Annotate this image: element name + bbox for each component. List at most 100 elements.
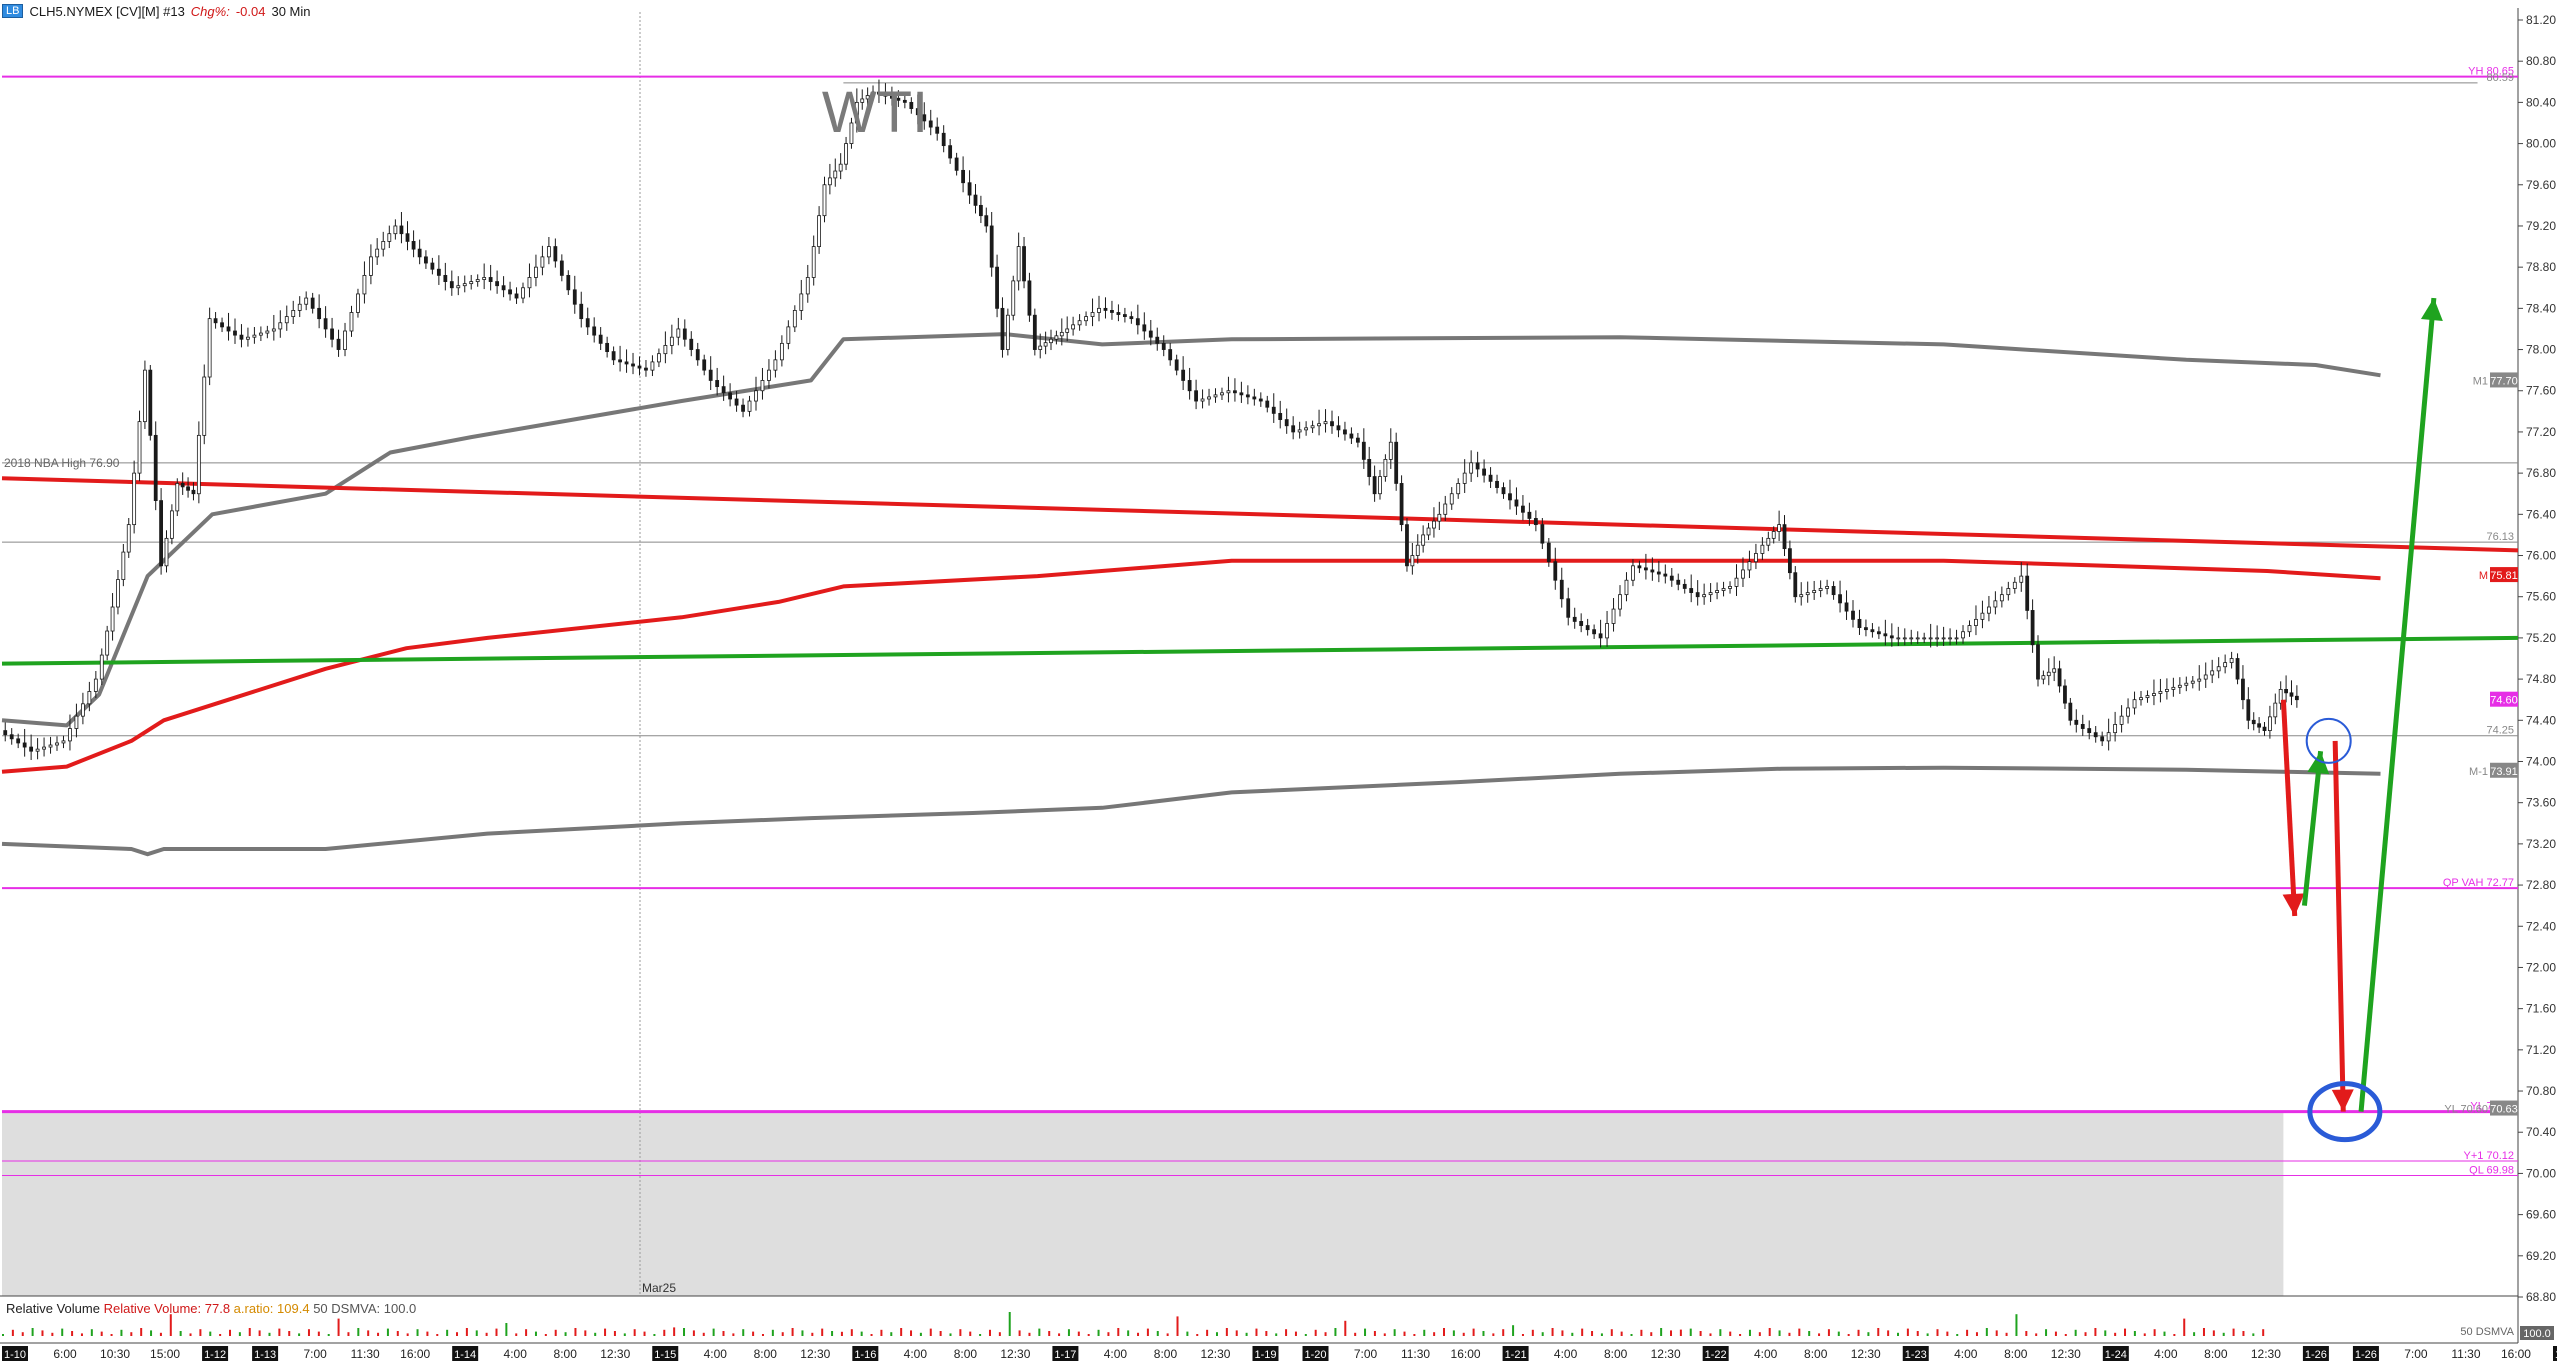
- candle-body: [1812, 590, 1817, 593]
- volume-bar: [1906, 1328, 1909, 1336]
- volume-bar: [1650, 1332, 1653, 1336]
- candle-body: [1168, 349, 1173, 361]
- x-tick-label: 8:00: [754, 1347, 778, 1361]
- volume-bar: [525, 1329, 528, 1336]
- candle-body: [1689, 588, 1694, 593]
- candle-body: [1155, 336, 1160, 344]
- x-tick-label: 1-26: [2355, 1349, 2377, 1361]
- volume-bar: [613, 1331, 616, 1336]
- y-tick-label: 77.60: [2526, 384, 2556, 398]
- y-tick-label: 74.40: [2526, 713, 2556, 727]
- volume-bar: [2074, 1329, 2077, 1336]
- candle-body: [411, 241, 416, 250]
- volume-bar: [130, 1332, 133, 1336]
- x-tick-label: 16:00: [1451, 1347, 1481, 1361]
- candle-body: [488, 277, 493, 282]
- candle-body: [865, 95, 870, 100]
- ratio-value: a.ratio: 109.4: [233, 1301, 310, 1316]
- x-label-box: [2352, 1346, 2379, 1361]
- candle-body: [1462, 472, 1467, 484]
- red-arrow-down-long-head: [2331, 1089, 2354, 1112]
- candle-body: [1084, 316, 1088, 322]
- x-label-box: [202, 1346, 229, 1361]
- volume-bar: [1294, 1331, 1297, 1336]
- volume-bar: [1719, 1329, 1722, 1336]
- candle-body: [1410, 555, 1415, 567]
- volume-bar: [1433, 1332, 1436, 1336]
- x-tick-label: 1-26: [2305, 1349, 2327, 1361]
- volume-bar: [278, 1328, 281, 1336]
- candle-body: [1032, 314, 1037, 350]
- volume-bar: [1077, 1331, 1080, 1336]
- candle-body: [2046, 671, 2051, 677]
- candle-body: [1284, 419, 1289, 427]
- candle-body: [1637, 565, 1642, 569]
- candle-body: [1059, 331, 1064, 337]
- candle-body: [883, 93, 888, 97]
- candle-body: [1734, 577, 1739, 587]
- x-tick-label: 1-22: [1705, 1349, 1727, 1361]
- tag-box: [2490, 1100, 2518, 1116]
- y-tick-label: 70.80: [2526, 1084, 2556, 1098]
- y-tick-label: 78.00: [2526, 343, 2556, 357]
- volume-bar: [623, 1333, 626, 1336]
- candle-body: [1415, 544, 1420, 556]
- volume-bar: [2025, 1331, 2028, 1336]
- candle-body: [226, 326, 231, 332]
- candle-body: [1022, 246, 1026, 282]
- candle-body: [2229, 658, 2234, 664]
- candle-body: [1818, 588, 1823, 591]
- volume-bar: [1314, 1329, 1317, 1336]
- candle-body: [1426, 527, 1431, 536]
- candle-body: [48, 744, 53, 748]
- x-label-box: [1702, 1346, 1729, 1361]
- candle-body: [682, 328, 687, 340]
- x-tick-label: 1-23: [1905, 1349, 1927, 1361]
- candle-body: [2294, 695, 2299, 701]
- volume-bar: [2232, 1328, 2235, 1336]
- candle-body: [902, 99, 907, 103]
- candle-body: [1336, 425, 1341, 431]
- x-tick-label: 7:00: [2404, 1347, 2428, 1361]
- candle-body: [1049, 338, 1053, 344]
- candle-body: [695, 349, 700, 361]
- volume-bar: [1630, 1334, 1633, 1336]
- volume-bar: [1413, 1334, 1416, 1336]
- volume-bar: [633, 1329, 636, 1336]
- candle-body: [1999, 594, 2004, 602]
- candle-body: [1682, 583, 1687, 589]
- volume-bar: [268, 1332, 271, 1336]
- candle-body: [449, 281, 454, 289]
- candle-body: [356, 293, 360, 313]
- volume-bar: [1521, 1334, 1524, 1336]
- candle-body: [1851, 610, 1855, 620]
- candle-body: [1987, 606, 1991, 614]
- volume-bar: [1689, 1328, 1692, 1336]
- volume-bar: [1334, 1328, 1337, 1336]
- volume-title: Relative Volume: [6, 1301, 100, 1316]
- x-tick-label: 4:00: [1754, 1347, 1778, 1361]
- candle-body: [1194, 390, 1198, 402]
- volume-bar: [1166, 1333, 1169, 1336]
- candle-body: [721, 386, 726, 394]
- interval-label: 30 Min: [271, 3, 311, 19]
- volume-bar: [2005, 1332, 2008, 1336]
- volume-bar: [1551, 1328, 1554, 1336]
- candle-body: [922, 114, 927, 122]
- volume-bar: [337, 1318, 340, 1336]
- volume-bar: [969, 1331, 972, 1336]
- candle-body: [121, 551, 126, 580]
- candle-body: [2057, 668, 2062, 687]
- candle-body: [624, 361, 629, 365]
- volume-bar: [159, 1332, 162, 1336]
- candle-body: [860, 98, 865, 103]
- tag-label: M: [2479, 570, 2488, 582]
- x-tick-label: 11:30: [1401, 1347, 1430, 1361]
- candle-body: [87, 691, 92, 705]
- x-label-box: [452, 1346, 479, 1361]
- symbol-badge[interactable]: LB: [2, 4, 24, 18]
- candle-body: [132, 472, 137, 526]
- candle-body: [1695, 592, 1700, 598]
